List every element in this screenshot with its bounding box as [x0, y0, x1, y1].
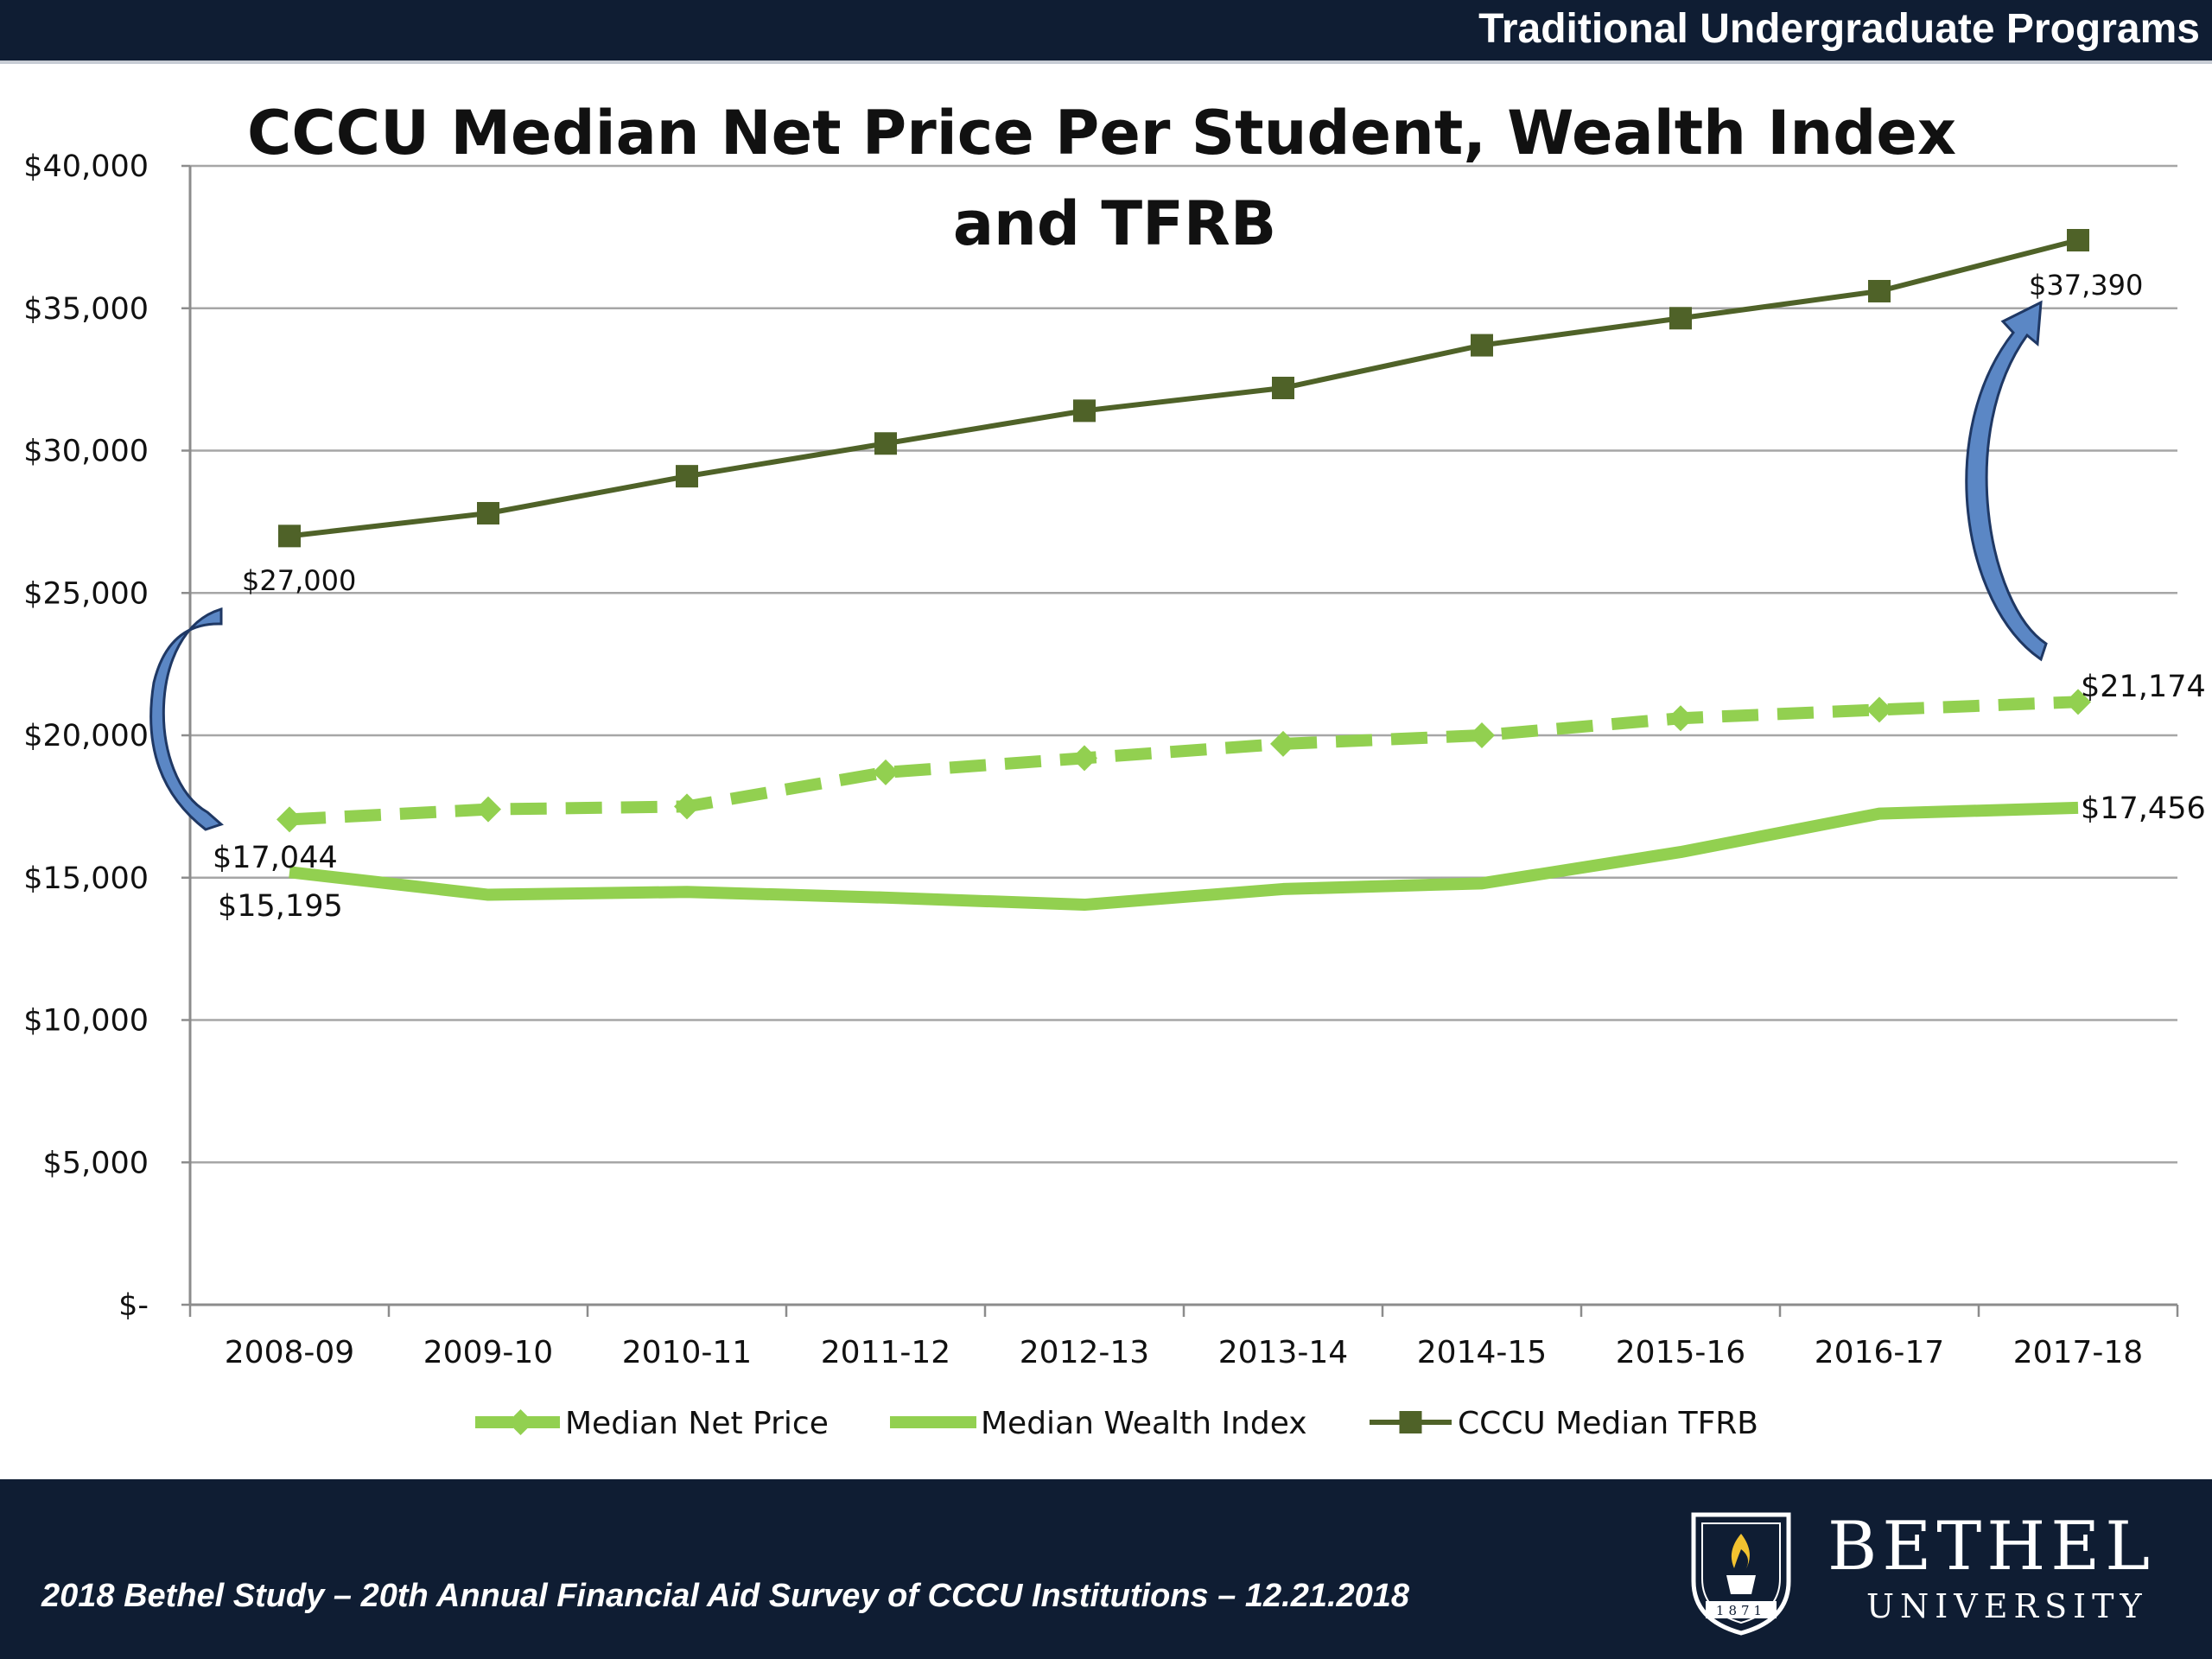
legend-marker: [1399, 1411, 1422, 1433]
data-point: [1868, 279, 1891, 302]
x-tick-label: 2010-11: [622, 1335, 752, 1370]
data-label-tfrb-last: $37,390: [2029, 269, 2143, 302]
data-point: [674, 793, 700, 820]
data-point: [2067, 228, 2089, 251]
line-chart: CCCU Median Net Price Per Student, Wealt…: [23, 98, 2206, 1441]
section-label: Traditional Undergraduate Programs: [1478, 6, 2200, 52]
logo-subtitle: UNIVERSITY: [1866, 1587, 2148, 1625]
x-tick-label: 2017-18: [2013, 1335, 2143, 1370]
legend-label: Median Wealth Index: [981, 1406, 1307, 1441]
x-tick-label: 2012-13: [1020, 1335, 1149, 1370]
y-tick-label: $-: [118, 1288, 149, 1323]
footer-citation: 2018 Bethel Study – 20th Annual Financia…: [41, 1578, 1410, 1614]
data-point: [873, 759, 899, 785]
y-tick-label: $25,000: [23, 576, 149, 611]
chart-title-line2: and TFRB: [953, 188, 1276, 259]
series-line: [289, 696, 2079, 826]
series-median-net-price: [276, 689, 2091, 833]
x-tick-label: 2011-12: [821, 1335, 950, 1370]
data-point: [1073, 399, 1096, 423]
legend-marker: [507, 1409, 534, 1435]
data-label-wealth-last: $17,456: [2081, 791, 2206, 826]
data-point: [475, 796, 501, 823]
legend-label: CCCU Median TFRB: [1458, 1406, 1758, 1441]
y-tick-label: $20,000: [23, 719, 149, 753]
shield-icon: 1871: [1691, 1512, 1791, 1636]
y-tick-label: $35,000: [23, 292, 149, 327]
data-point: [676, 465, 698, 488]
data-point: [477, 501, 499, 524]
y-tick-label: $30,000: [23, 435, 149, 469]
logo-year: 1871: [1716, 1603, 1766, 1618]
chart-title-line1: CCCU Median Net Price Per Student, Wealt…: [247, 98, 1956, 168]
series-cccu-median-tfrb: [278, 228, 2089, 548]
data-point: [1270, 730, 1296, 757]
data-point: [1071, 745, 1097, 772]
data-point: [1669, 307, 1692, 330]
data-point: [278, 524, 301, 548]
bethel-logo: 1871 BETHEL UNIVERSITY: [1685, 1508, 2203, 1637]
x-tick-label: 2016-17: [1815, 1335, 1944, 1370]
data-point: [1866, 696, 1892, 723]
series-median-wealth-index: [289, 801, 2079, 912]
data-label-net-first: $17,044: [213, 841, 338, 875]
legend-cccu-median-tfrb: [1370, 1411, 1452, 1433]
x-tick-label: 2009-10: [423, 1335, 553, 1370]
legend-label: Median Net Price: [565, 1406, 829, 1441]
series-line: [289, 801, 2079, 912]
data-point: [1469, 722, 1495, 748]
data-point: [276, 806, 302, 833]
header-bar: Traditional Undergraduate Programs: [0, 0, 2212, 64]
data-label-wealth-first: $15,195: [218, 889, 343, 924]
x-tick-label: 2008-09: [225, 1335, 354, 1370]
x-tick-label: 2014-15: [1417, 1335, 1547, 1370]
x-tick-label: 2015-16: [1616, 1335, 1745, 1370]
footer-bar: [0, 1479, 2212, 1659]
y-tick-label: $15,000: [23, 861, 149, 896]
curved-arrow-left: [149, 607, 224, 831]
data-point: [1471, 334, 1493, 357]
data-point: [1668, 705, 1694, 732]
curved-arrow-right: [1965, 300, 2048, 662]
data-label-net-last: $21,174: [2081, 670, 2206, 704]
data-label-tfrb-first: $27,000: [242, 564, 356, 597]
data-point: [1272, 377, 1294, 400]
y-tick-label: $5,000: [43, 1146, 149, 1180]
logo-name: BETHEL: [1827, 1508, 2156, 1586]
y-tick-label: $10,000: [23, 1004, 149, 1039]
series-line: [289, 238, 2079, 539]
legend-median-net-price: [475, 1409, 566, 1435]
y-tick-label: $40,000: [23, 149, 149, 184]
data-point: [874, 432, 897, 455]
data-point: [2065, 689, 2091, 715]
x-tick-label: 2013-14: [1218, 1335, 1348, 1370]
